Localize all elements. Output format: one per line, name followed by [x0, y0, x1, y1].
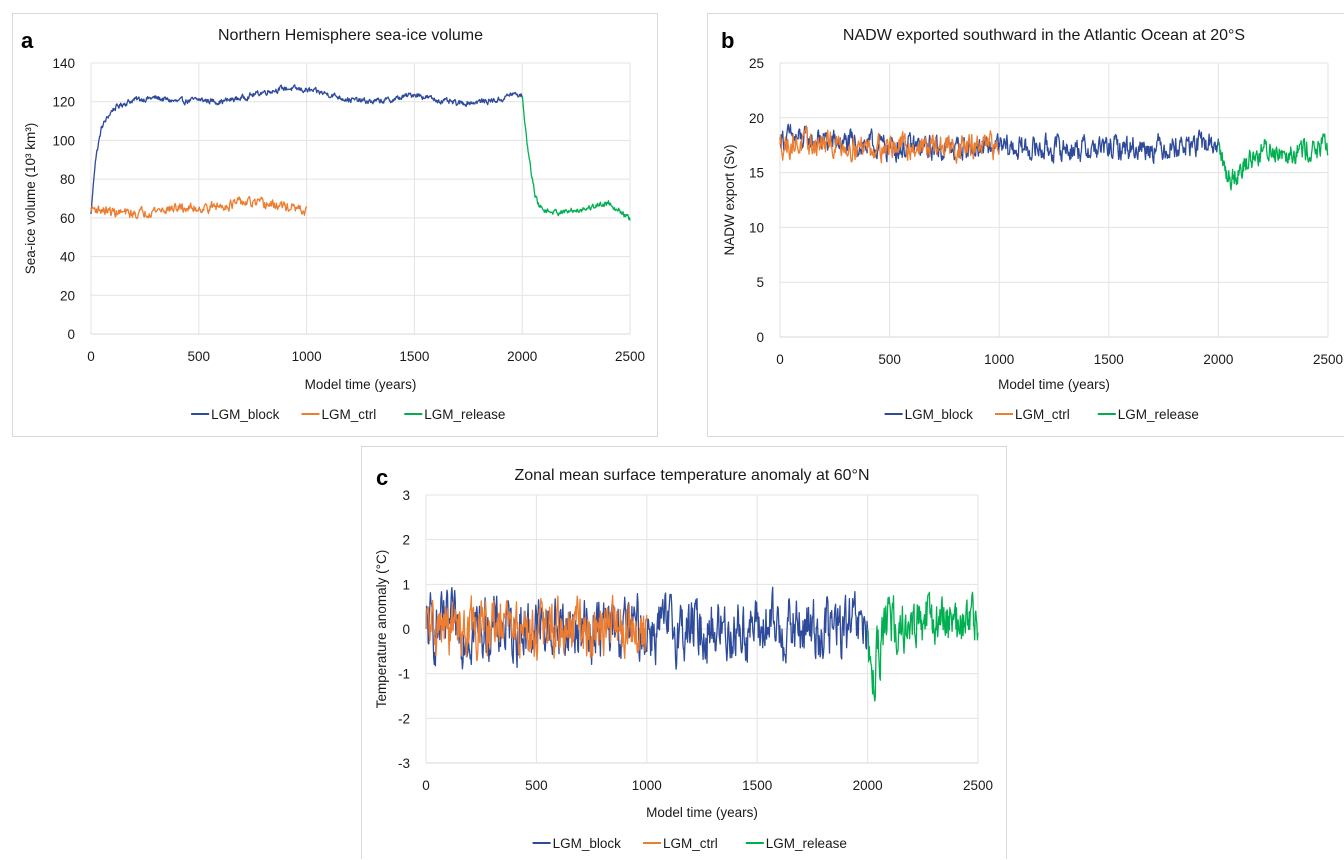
y-tick-label: 1	[402, 577, 410, 592]
y-tick-label: 0	[756, 330, 764, 345]
legend-label: LGM_block	[211, 407, 280, 422]
panel-letter-b: b	[721, 28, 735, 53]
y-axis-title: Sea-ice volume (10³ km³)	[23, 123, 38, 275]
y-tick-label: 100	[52, 133, 75, 148]
x-tick-label: 2000	[853, 778, 883, 793]
x-tick-label: 2500	[615, 349, 645, 364]
x-axis-title: Model time (years)	[998, 377, 1110, 392]
series-line-LGM_ctrl	[779, 125, 1000, 164]
x-tick-label: 2500	[963, 778, 993, 793]
x-tick-label: 1500	[742, 778, 772, 793]
y-axis-title: Temperature anomaly (°C)	[374, 550, 389, 708]
y-tick-label: -1	[398, 667, 410, 682]
x-tick-label: 1500	[1094, 352, 1124, 367]
y-tick-label: 10	[749, 220, 764, 235]
x-axis-title: Model time (years)	[305, 377, 417, 392]
y-tick-label: -3	[398, 756, 410, 771]
legend-label: LGM_ctrl	[1015, 407, 1070, 422]
y-tick-label: 140	[52, 56, 75, 71]
legend-label: LGM_ctrl	[322, 407, 377, 422]
legend-label: LGM_release	[1118, 407, 1199, 422]
x-tick-label: 1000	[632, 778, 662, 793]
y-tick-label: 60	[60, 211, 75, 226]
panel-letter-c: c	[376, 465, 389, 490]
panel-letter-a: a	[21, 28, 34, 53]
x-tick-label: 2000	[1203, 352, 1233, 367]
x-tick-label: 0	[87, 349, 95, 364]
series-line-LGM_ctrl	[425, 594, 648, 662]
series-line-LGM_block	[90, 84, 523, 215]
chart-title: NADW exported southward in the Atlantic …	[843, 27, 1245, 44]
series-line-LGM_release	[1217, 133, 1329, 191]
y-tick-label: 2	[402, 533, 410, 548]
y-tick-label: 120	[52, 95, 75, 110]
panel-c: c Zonal mean surface temperature anomaly…	[361, 446, 1007, 859]
y-tick-label: 5	[756, 275, 764, 290]
y-tick-label: 25	[749, 56, 764, 71]
series-line-LGM_release	[866, 591, 979, 702]
y-tick-label: 80	[60, 172, 75, 187]
chart-temperature-anomaly: Zonal mean surface temperature anomaly a…	[374, 467, 993, 851]
x-tick-label: 1500	[399, 349, 429, 364]
x-tick-label: 1000	[292, 349, 322, 364]
y-tick-label: 15	[749, 166, 764, 181]
x-tick-label: 2500	[1313, 352, 1343, 367]
x-tick-label: 500	[525, 778, 548, 793]
series-line-LGM_ctrl	[90, 195, 308, 220]
x-tick-label: 1000	[984, 352, 1014, 367]
y-tick-label: 20	[60, 288, 75, 303]
x-tick-label: 2000	[507, 349, 537, 364]
x-tick-label: 0	[776, 352, 784, 367]
x-axis-title: Model time (years)	[646, 805, 758, 820]
legend-label: LGM_release	[766, 836, 847, 851]
chart-title: Zonal mean surface temperature anomaly a…	[514, 467, 869, 484]
x-tick-label: 0	[422, 778, 430, 793]
chart-sea-ice-volume: Northern Hemisphere sea-ice volume 0 20 40 6…	[23, 27, 645, 422]
series-line-LGM_release	[521, 95, 631, 221]
y-tick-label: 40	[60, 250, 75, 265]
panel-b: b NADW exported southward in the Atlanti…	[707, 13, 1344, 437]
panel-a: a Northern Hemisphere sea-ice volume 0 20 4…	[12, 13, 658, 437]
y-tick-label: 20	[749, 111, 764, 126]
y-tick-label: 0	[402, 622, 410, 637]
y-tick-label: -2	[398, 711, 410, 726]
chart-nadw-export: NADW exported southward in the Atlantic …	[722, 27, 1343, 422]
y-tick-label: 0	[67, 327, 75, 342]
x-tick-label: 500	[188, 349, 211, 364]
legend-label: LGM_block	[905, 407, 974, 422]
x-tick-label: 500	[878, 352, 901, 367]
legend-label: LGM_release	[424, 407, 505, 422]
y-tick-label: 3	[402, 488, 410, 503]
legend-label: LGM_block	[553, 836, 622, 851]
legend-label: LGM_ctrl	[663, 836, 718, 851]
chart-title: Northern Hemisphere sea-ice volume	[218, 27, 483, 44]
y-axis-title: NADW export (Sv)	[722, 144, 737, 255]
